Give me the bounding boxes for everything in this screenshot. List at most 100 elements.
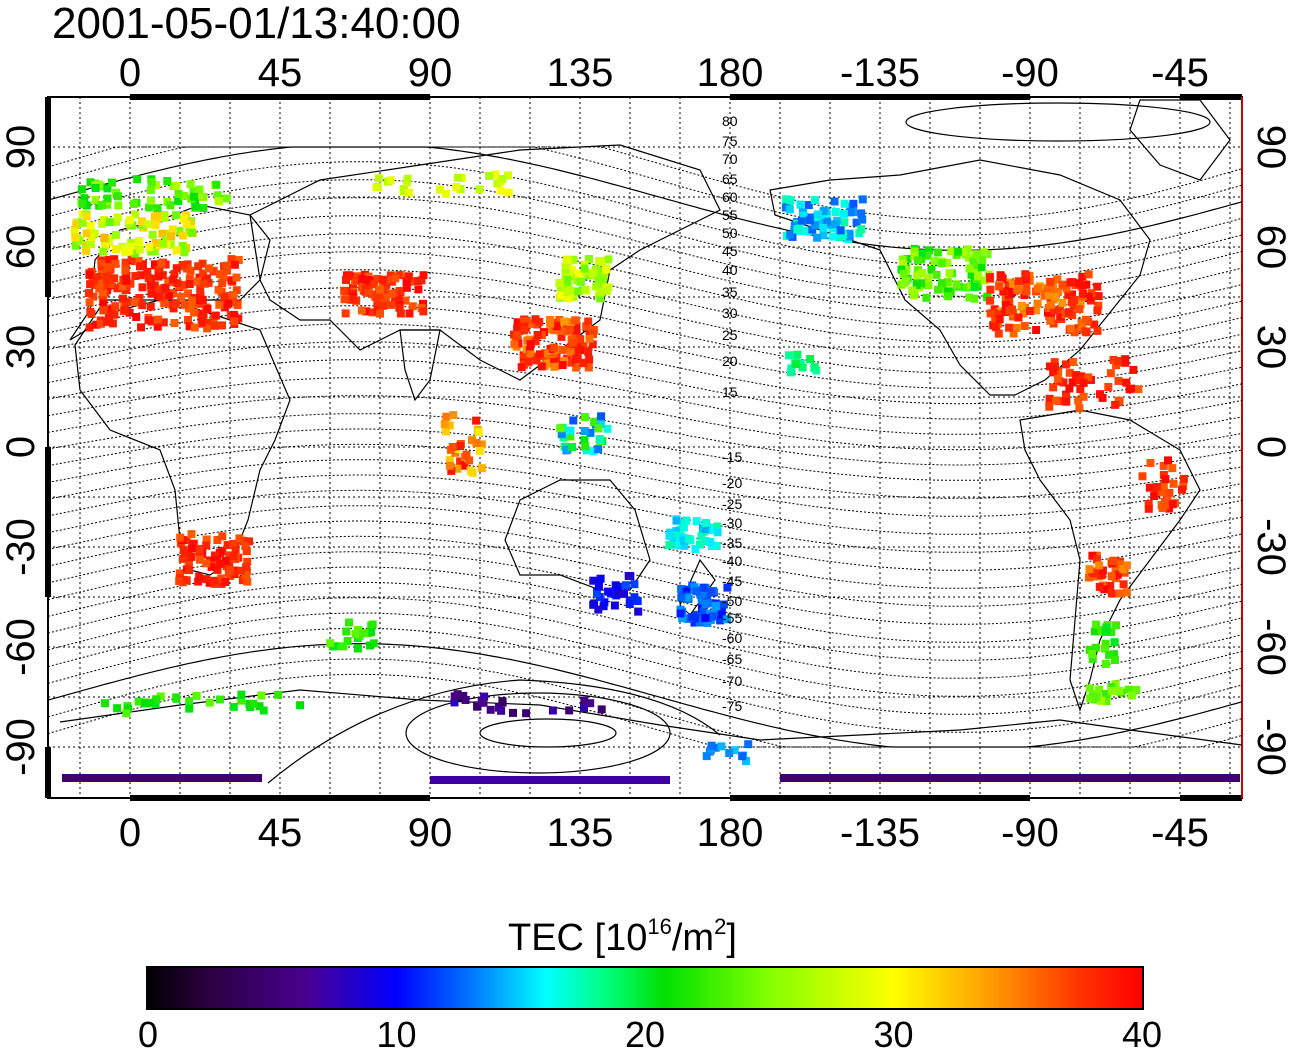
mag-lat-contour: [47, 269, 1243, 359]
lon-tick-bottom: 135: [547, 811, 614, 855]
lon-tick-top: 90: [408, 51, 453, 95]
tec-point: [925, 246, 933, 255]
tec-point: [537, 331, 546, 340]
tec-point: [819, 231, 828, 240]
tec-point: [912, 281, 921, 290]
tec-point: [972, 265, 981, 274]
tec-point: [1085, 565, 1094, 574]
tec-point: [121, 305, 129, 314]
lat-tick-left: -90: [0, 718, 43, 776]
tec-point: [556, 424, 565, 433]
tec-point: [596, 288, 605, 297]
tec-point: [1065, 384, 1074, 393]
tec-point: [194, 577, 203, 586]
tec-point: [533, 331, 542, 339]
tec-point: [185, 704, 194, 713]
tec-point: [152, 695, 161, 704]
tec-point: [1179, 474, 1188, 483]
tec-point: [576, 278, 585, 287]
tec-point: [828, 232, 837, 241]
tec-point: [341, 309, 350, 318]
tec-point: [1097, 696, 1106, 705]
tec-point: [716, 616, 725, 625]
tec-point: [580, 696, 589, 705]
tec-point: [813, 233, 822, 242]
tec-point: [186, 266, 195, 275]
tec-point: [713, 528, 722, 537]
tec-point: [103, 200, 111, 209]
tec-point: [87, 310, 96, 318]
lat-tick-right: 30: [1249, 325, 1292, 370]
tec-point: [1075, 376, 1084, 385]
mag-lat-contour: [47, 489, 1243, 571]
tec-point: [155, 292, 164, 301]
tec-point: [104, 306, 113, 314]
tec-point: [118, 282, 127, 291]
tec-point: [556, 283, 565, 292]
colorbar: [146, 966, 1144, 1010]
tec-point: [205, 264, 213, 273]
tec-point: [1070, 295, 1079, 304]
tec-point: [604, 587, 613, 596]
mag-lat-contour: [47, 323, 1243, 405]
tec-point: [1107, 572, 1116, 581]
tec-point: [103, 263, 112, 272]
tec-point: [574, 269, 583, 278]
contour-label: -20: [722, 475, 742, 491]
tec-point: [121, 266, 130, 275]
tec-point: [613, 589, 622, 597]
tec-point: [154, 266, 163, 274]
mag-lat-contour: [47, 535, 1243, 625]
tec-point: [157, 259, 166, 268]
tec-point: [599, 281, 607, 290]
mag-lat-contour: [47, 179, 1243, 282]
tec-point: [99, 306, 108, 315]
tec-point: [355, 631, 364, 640]
tec-point: [1160, 501, 1169, 510]
tec-point: [190, 323, 199, 332]
tec-point: [557, 291, 566, 300]
tec-point: [357, 306, 366, 315]
tec-point: [351, 630, 360, 638]
tec-point: [917, 249, 926, 258]
tec-point: [701, 614, 710, 622]
mag-lat-contour: [47, 505, 1243, 589]
tec-point: [586, 699, 595, 708]
tec-point: [584, 363, 593, 372]
tec-point: [440, 420, 449, 429]
tec-point: [1065, 308, 1073, 317]
tec-point: [582, 322, 591, 331]
tec-point: [153, 322, 162, 331]
tec-point: [1040, 291, 1049, 300]
tec-point: [1033, 284, 1042, 293]
tec-point: [169, 304, 178, 313]
tec-point: [986, 309, 995, 318]
tec-point: [980, 276, 989, 285]
tec-point: [1079, 378, 1088, 387]
tec-point: [379, 275, 388, 284]
tec-point: [345, 618, 353, 627]
tec-point: [154, 272, 163, 281]
tec-point: [199, 310, 208, 319]
tec-point: [604, 255, 613, 264]
tec-point: [849, 199, 858, 208]
axis-labels: 0 45 90 135 180 -135 -90 -450 45 90 135 180 -135 -90-…: [0, 51, 1292, 855]
tec-point: [362, 307, 371, 316]
tec-point: [1095, 582, 1104, 591]
tec-point: [405, 309, 414, 318]
tec-point: [1032, 326, 1041, 334]
tec-point: [257, 691, 266, 700]
tec-point: [78, 199, 87, 208]
tec-point: [135, 294, 144, 302]
tec-point: [1086, 694, 1095, 703]
tec-point: [105, 255, 114, 264]
tec-point: [588, 340, 597, 349]
tec-point: [119, 294, 127, 303]
tec-point: [1066, 278, 1075, 287]
tec-point: [196, 286, 205, 295]
tec-point: [122, 709, 131, 718]
tec-point: [793, 350, 802, 359]
tec-point: [1088, 650, 1097, 659]
coastline: [504, 479, 651, 591]
tec-point: [1146, 459, 1155, 467]
